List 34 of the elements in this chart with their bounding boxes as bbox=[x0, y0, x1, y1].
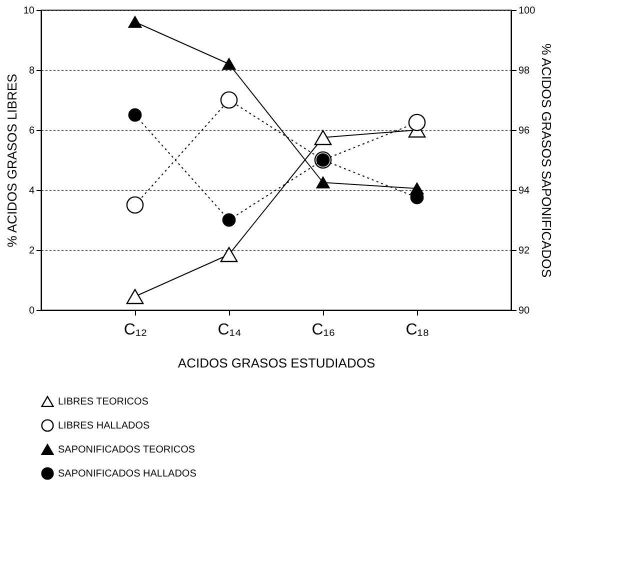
point bbox=[128, 108, 142, 122]
x-tick-label: C₁₂ bbox=[124, 322, 148, 338]
y-tick-label: 6 bbox=[28, 126, 35, 136]
x-tick-label: C₁₆ bbox=[312, 322, 336, 338]
point bbox=[316, 176, 330, 188]
point bbox=[220, 246, 238, 262]
legend-label: LIBRES HALLADOS bbox=[58, 420, 150, 432]
y-tick-label: 2 bbox=[28, 246, 35, 256]
point bbox=[128, 16, 142, 28]
y-tick-label: 4 bbox=[28, 186, 35, 196]
y2-tick-label: 96 bbox=[518, 126, 530, 136]
point bbox=[222, 58, 236, 70]
y-tick-label: 0 bbox=[28, 306, 35, 316]
y2-tick-label: 92 bbox=[518, 246, 530, 256]
y2-tick-label: 90 bbox=[518, 306, 530, 316]
point bbox=[314, 130, 332, 146]
x-tick-label: C₁₈ bbox=[406, 322, 430, 338]
y2-tick-label: 100 bbox=[518, 6, 536, 16]
y2-tick-label: 98 bbox=[518, 66, 530, 76]
x-axis-title: ACIDOS GRASOS ESTUDIADOS bbox=[178, 356, 376, 370]
y-axis-title: % ACIDOS GRASOS LIBRES bbox=[4, 73, 20, 248]
x-tick-label: C₁₄ bbox=[218, 322, 242, 338]
legend-label: LIBRES TEORICOS bbox=[58, 396, 149, 408]
y-tick-label: 10 bbox=[23, 6, 35, 16]
point bbox=[126, 196, 144, 214]
y2-tick-label: 94 bbox=[518, 186, 530, 196]
legend-label: SAPONIFICADOS TEORICOS bbox=[58, 444, 196, 456]
y-tick-label: 8 bbox=[28, 66, 35, 76]
y2-axis-title: % ACIDOS GRASOS SAPONIFICADOS bbox=[539, 43, 554, 278]
legend-label: SAPONIFICADOS HALLADOS bbox=[58, 468, 197, 480]
point bbox=[408, 114, 426, 132]
point bbox=[126, 288, 144, 304]
point bbox=[222, 213, 236, 227]
point bbox=[220, 91, 238, 109]
